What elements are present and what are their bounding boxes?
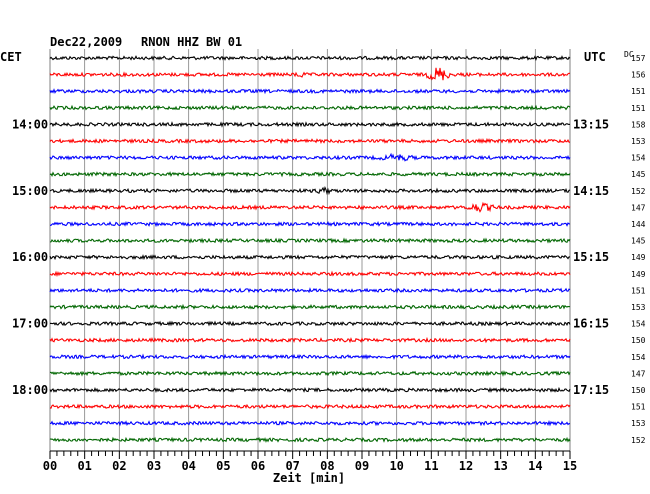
cet-hour-label: 14:00	[12, 117, 48, 131]
dc-offset-label: 147	[631, 203, 646, 212]
dc-header-label: DC	[624, 50, 634, 59]
dc-offset-label: 153	[631, 303, 646, 312]
utc-hour-label: 16:15	[573, 317, 609, 331]
dc-offset-label: 151	[631, 286, 646, 295]
dc-offset-label: 150	[631, 386, 646, 395]
trace-22	[49, 419, 571, 427]
dc-offset-label: 154	[631, 353, 646, 362]
x-tick-label: 08	[320, 459, 334, 473]
dc-offset-label: 150	[631, 336, 646, 345]
trace-19	[49, 370, 571, 377]
trace-21	[49, 403, 571, 410]
trace-17	[49, 336, 571, 344]
station-label: RNON HHZ BW 01	[141, 35, 242, 49]
trace-14	[49, 287, 571, 294]
dc-offset-label: 149	[631, 270, 646, 279]
dc-offset-label: 147	[631, 369, 646, 378]
dc-offset-label: 151	[631, 104, 646, 113]
trace-3	[49, 104, 571, 111]
trace-13	[49, 270, 571, 277]
trace-6	[49, 152, 571, 162]
x-tick-label: 03	[147, 459, 161, 473]
utc-hour-labels: 13:15 14:15 15:15 16:15 17:15	[573, 117, 609, 397]
dc-offset-label: 153	[631, 137, 646, 146]
trace-15	[49, 303, 571, 311]
dc-offset-labels: 157 156 151 151 158 153 154 145 152 147 144 145 149 1…	[631, 54, 646, 445]
x-tick-label: 11	[424, 459, 438, 473]
x-tick-label: 01	[77, 459, 91, 473]
dc-offset-label: 149	[631, 253, 646, 262]
x-tick-label: 15	[563, 459, 577, 473]
trace-12	[49, 254, 570, 261]
x-tick-label: 14	[528, 459, 542, 473]
trace-11	[49, 237, 571, 244]
trace-5	[49, 137, 571, 145]
trace-18	[49, 353, 571, 361]
trace-20	[49, 386, 571, 393]
cet-hour-labels: 14:00 15:00 16:00 17:00 18:00	[12, 117, 48, 397]
utc-hour-label: 13:15	[573, 117, 609, 131]
x-tick-label: 09	[355, 459, 369, 473]
x-tick-label: 10	[389, 459, 403, 473]
dc-offset-label: 145	[631, 237, 646, 246]
dc-offset-label: 151	[631, 87, 646, 96]
x-tick-label: 05	[216, 459, 230, 473]
cet-hour-label: 18:00	[12, 383, 48, 397]
x-tick-label: 02	[112, 459, 126, 473]
trace-23	[49, 436, 571, 443]
dc-offset-label: 154	[631, 154, 646, 163]
dc-offset-label: 145	[631, 170, 646, 179]
cet-hour-label: 15:00	[12, 184, 48, 198]
dc-offset-label: 152	[631, 436, 646, 445]
x-tick-label: 12	[459, 459, 473, 473]
utc-zone-label: UTC	[584, 50, 606, 64]
trace-0	[49, 55, 571, 61]
trace-10	[50, 221, 571, 228]
dc-offset-label: 157	[631, 54, 646, 63]
x-tick-label: 00	[43, 459, 57, 473]
trace-2	[49, 87, 571, 95]
dc-offset-label: 158	[631, 120, 646, 129]
trace-16	[49, 320, 571, 327]
date-label: Dec22,2009	[50, 35, 122, 49]
trace-9	[49, 201, 571, 213]
x-tick-label: 06	[251, 459, 265, 473]
utc-hour-label: 15:15	[573, 250, 609, 264]
dc-offset-label: 154	[631, 320, 646, 329]
utc-hour-label: 14:15	[573, 184, 609, 198]
cet-hour-label: 16:00	[12, 250, 48, 264]
x-tick-label: 04	[181, 459, 195, 473]
dc-offset-label: 156	[631, 71, 646, 80]
trace-7	[49, 171, 571, 178]
trace-1	[49, 67, 570, 81]
x-tick-label: 07	[285, 459, 299, 473]
utc-hour-label: 17:15	[573, 383, 609, 397]
trace-4	[49, 121, 571, 128]
dc-offset-label: 151	[631, 403, 646, 412]
dc-offset-label: 152	[631, 187, 646, 196]
cet-zone-label: CET	[0, 50, 22, 64]
dc-offset-label: 144	[631, 220, 646, 229]
trace-8	[49, 185, 571, 196]
dc-offset-label: 153	[631, 419, 646, 428]
x-axis: 00 01 02 03 04 05 06 07 08 09 10 11 12 13 14 15	[43, 450, 577, 473]
x-axis-title: Zeit [min]	[273, 471, 345, 485]
cet-hour-label: 17:00	[12, 317, 48, 331]
minute-gridlines	[49, 49, 571, 451]
trace-group	[49, 55, 571, 443]
x-tick-label: 13	[493, 459, 507, 473]
